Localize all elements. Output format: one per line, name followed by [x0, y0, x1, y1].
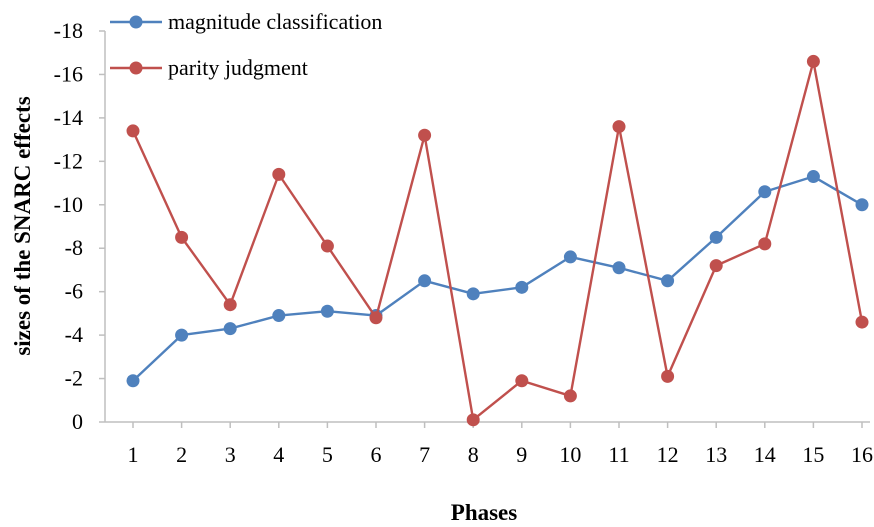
y-tick-label: -10 — [54, 192, 83, 217]
y-tick-labels: 0 -2 -4 -6 -8 -10 -12 -14 -16 -18 — [54, 18, 83, 434]
data-point — [661, 274, 675, 288]
data-point — [272, 309, 286, 323]
data-point — [320, 304, 334, 318]
data-point — [515, 374, 529, 388]
legend-label: magnitude classification — [168, 9, 382, 34]
data-point — [806, 170, 820, 184]
legend-marker — [129, 15, 143, 29]
x-tick-label: 14 — [754, 442, 776, 467]
data-point — [126, 374, 140, 388]
data-point — [758, 185, 772, 199]
y-tick-label: -14 — [54, 105, 83, 130]
data-point — [272, 167, 286, 181]
axes — [99, 30, 870, 428]
series-line — [131, 60, 864, 422]
y-tick-label: -12 — [54, 148, 83, 173]
series-line — [132, 175, 863, 382]
data-point — [563, 250, 577, 264]
data-point — [466, 287, 480, 301]
data-point — [223, 322, 237, 336]
data-point — [612, 261, 626, 275]
y-tick-label: -18 — [54, 18, 83, 43]
data-point — [175, 230, 189, 244]
x-tick-label: 1 — [128, 442, 139, 467]
legend-item: parity judgment — [110, 55, 308, 80]
x-tick-label: 3 — [225, 442, 236, 467]
data-point — [515, 280, 529, 294]
data-point — [612, 120, 626, 134]
x-tick-label: 2 — [176, 442, 187, 467]
y-tick-label: 0 — [72, 409, 83, 434]
data-point — [806, 54, 820, 68]
data-point — [320, 239, 334, 253]
x-tick-label: 9 — [516, 442, 527, 467]
y-tick-label: -16 — [54, 61, 83, 86]
data-point — [661, 369, 675, 383]
data-point — [709, 230, 723, 244]
y-tick-label: -6 — [65, 279, 83, 304]
data-point — [563, 389, 577, 403]
data-point — [126, 124, 140, 138]
x-tick-label: 4 — [273, 442, 284, 467]
series-0 — [126, 170, 869, 388]
x-tick-label: 10 — [559, 442, 581, 467]
x-tick-label: 13 — [705, 442, 727, 467]
legend-marker — [129, 61, 143, 75]
data-point — [175, 328, 189, 342]
x-tick-label: 12 — [657, 442, 679, 467]
x-tick-label: 6 — [371, 442, 382, 467]
x-tick-label: 8 — [468, 442, 479, 467]
data-point — [418, 274, 432, 288]
legend: magnitude classification parity judgment — [110, 9, 382, 80]
x-tick-label: 7 — [419, 442, 430, 467]
data-point — [369, 311, 383, 325]
y-tick-label: -4 — [65, 322, 83, 347]
data-point — [466, 413, 480, 427]
x-tick-labels: 1 2 3 4 5 6 7 8 9 10 11 12 13 14 15 16 — [128, 442, 874, 467]
data-point — [758, 237, 772, 251]
legend-label: parity judgment — [168, 55, 308, 80]
y-tick-label: -8 — [65, 235, 83, 260]
x-axis-title: Phases — [451, 500, 518, 525]
y-axis-title: sizes of the SNARC effects — [10, 96, 35, 355]
data-point — [223, 298, 237, 312]
x-tick-label: 11 — [608, 442, 629, 467]
series-layer — [126, 54, 869, 427]
legend-item: magnitude classification — [110, 9, 382, 34]
data-point — [855, 198, 869, 212]
y-tick-label: -2 — [65, 366, 83, 391]
x-tick-label: 5 — [322, 442, 333, 467]
series-1 — [126, 54, 869, 427]
x-tick-label: 15 — [802, 442, 824, 467]
data-point — [418, 128, 432, 142]
x-tick-label: 16 — [851, 442, 873, 467]
data-point — [855, 315, 869, 329]
data-point — [709, 259, 723, 273]
